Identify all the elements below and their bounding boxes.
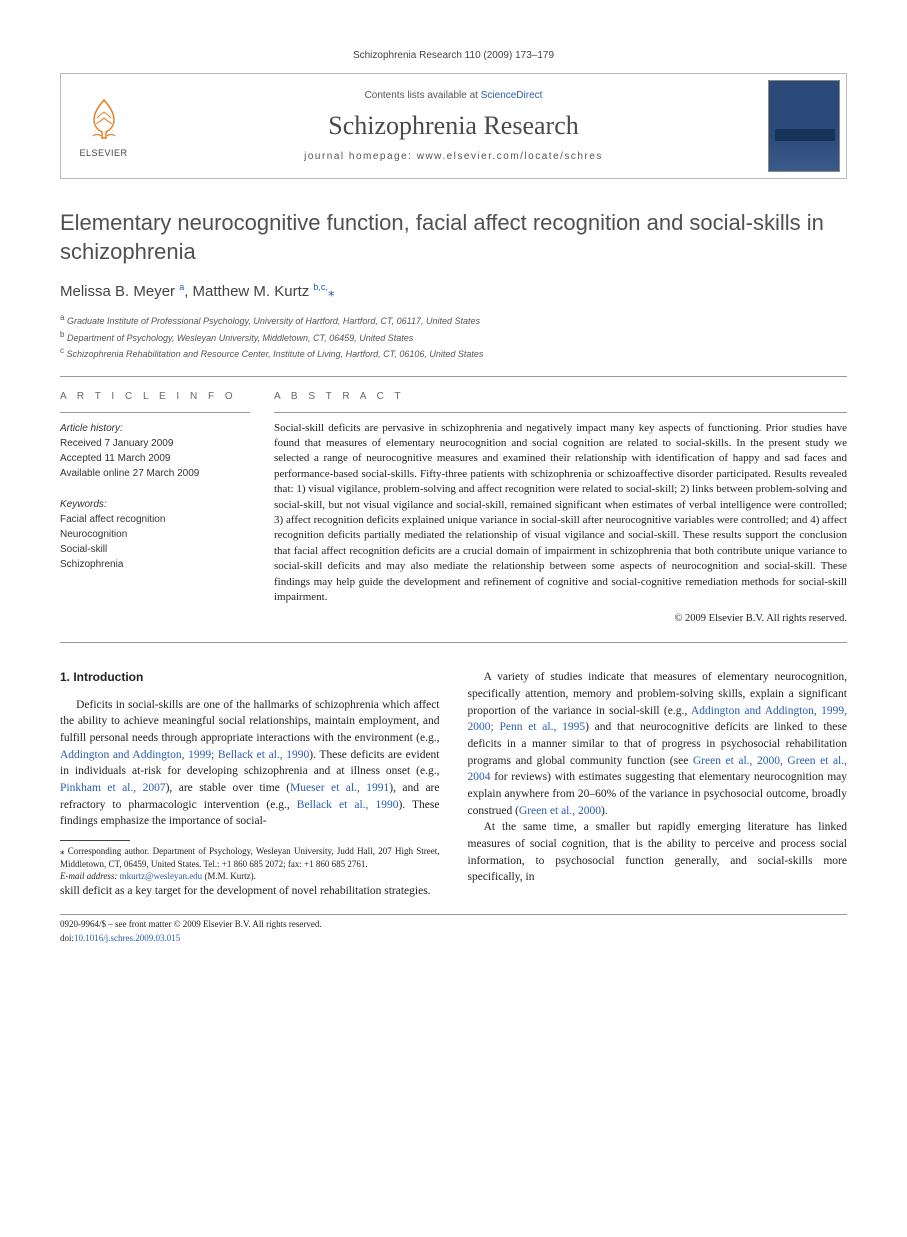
cover-thumb-icon: SCHIZOPHRENIA RESEARCH [768, 80, 840, 172]
affiliation: c Schizophrenia Rehabilitation and Resou… [60, 345, 847, 362]
citation: Mueser et al., 1991 [290, 782, 389, 794]
contents-available-line: Contents lists available at ScienceDirec… [154, 90, 753, 101]
abstract-text: Social-skill deficits are pervasive in s… [274, 421, 847, 606]
abstract-label: A B S T R A C T [274, 391, 847, 402]
affiliation: b Department of Psychology, Wesleyan Uni… [60, 329, 847, 346]
rule-bottom [60, 642, 847, 643]
affiliations: a Graduate Institute of Professional Psy… [60, 312, 847, 362]
info-rule [60, 412, 250, 413]
journal-homepage: journal homepage: www.elsevier.com/locat… [154, 151, 753, 162]
doi-link[interactable]: 10.1016/j.schres.2009.03.015 [74, 933, 180, 943]
homepage-url: www.elsevier.com/locate/schres [417, 151, 603, 162]
keywords-list: Facial affect recognitionNeurocognitionS… [60, 512, 250, 572]
corresponding-author: ⁎ Corresponding author. Department of Ps… [60, 845, 440, 870]
elsevier-tree-icon [79, 94, 129, 144]
journal-cover: SCHIZOPHRENIA RESEARCH [761, 74, 846, 178]
citation: Green et al., 2000 [519, 805, 601, 817]
contents-prefix: Contents lists available at [365, 90, 481, 101]
citation: Bellack et al., 1990 [297, 799, 399, 811]
email-attribution: (M.M. Kurtz). [204, 871, 256, 881]
keyword: Facial affect recognition [60, 512, 250, 527]
keyword: Schizophrenia [60, 557, 250, 572]
cover-label: SCHIZOPHRENIA RESEARCH [779, 131, 839, 143]
email-label: E-mail address: [60, 871, 117, 881]
body-p3: At the same time, a smaller but rapidly … [468, 819, 848, 886]
footnote-rule [60, 840, 130, 841]
sciencedirect-link[interactable]: ScienceDirect [481, 90, 543, 101]
keyword: Social-skill [60, 542, 250, 557]
accepted-date: Accepted 11 March 2009 [60, 453, 170, 464]
article-info-label: A R T I C L E I N F O [60, 391, 250, 402]
affiliation: a Graduate Institute of Professional Psy… [60, 312, 847, 329]
authors: Melissa B. Meyer a, Matthew M. Kurtz b,c… [60, 282, 847, 300]
journal-name: Schizophrenia Research [154, 111, 753, 141]
publisher-label: ELSEVIER [79, 148, 127, 158]
online-date: Available online 27 March 2009 [60, 468, 199, 479]
body-p1: Deficits in social-skills are one of the… [60, 697, 440, 830]
running-head: Schizophrenia Research 110 (2009) 173–17… [60, 50, 847, 61]
doi-line: doi:10.1016/j.schres.2009.03.015 [60, 933, 847, 943]
journal-header: ELSEVIER Contents lists available at Sci… [60, 73, 847, 179]
email-address[interactable]: mkurtz@wesleyan.edu [120, 871, 203, 881]
body-p1b: skill deficit as a key target for the de… [60, 883, 440, 900]
abstract-copyright: © 2009 Elsevier B.V. All rights reserved… [274, 613, 847, 624]
bottom-rule [60, 914, 847, 915]
body-text: 1. Introduction Deficits in social-skill… [60, 669, 847, 899]
homepage-prefix: journal homepage: [304, 151, 417, 162]
front-matter-line: 0920-9964/$ – see front matter © 2009 El… [60, 919, 847, 929]
history-label: Article history: [60, 423, 123, 434]
keyword: Neurocognition [60, 527, 250, 542]
article-title: Elementary neurocognitive function, faci… [60, 209, 847, 266]
received-date: Received 7 January 2009 [60, 438, 173, 449]
abstract-rule [274, 412, 847, 413]
keywords-label: Keywords: [60, 497, 250, 512]
footnotes: ⁎ Corresponding author. Department of Ps… [60, 845, 440, 883]
body-p2: A variety of studies indicate that measu… [468, 669, 848, 819]
citation: Addington and Addington, 1999; Bellack e… [60, 749, 309, 761]
section-heading-intro: 1. Introduction [60, 669, 440, 686]
publisher-logo: ELSEVIER [61, 74, 146, 178]
citation: Pinkham et al., 2007 [60, 782, 166, 794]
